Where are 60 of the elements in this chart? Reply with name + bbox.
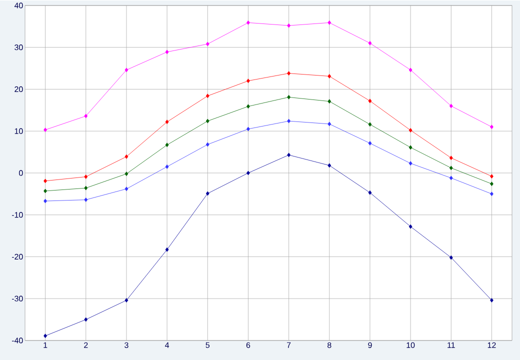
point [246, 126, 250, 131]
point [124, 298, 128, 302]
point [408, 68, 412, 72]
point [165, 119, 169, 124]
point [368, 140, 372, 146]
point [328, 74, 332, 78]
point [408, 224, 412, 229]
point [287, 94, 290, 100]
point [246, 20, 250, 25]
point [206, 42, 210, 46]
point [408, 145, 412, 150]
point [449, 155, 453, 160]
point [490, 124, 494, 129]
point [328, 163, 332, 168]
point [124, 171, 128, 176]
point [44, 188, 47, 193]
point [368, 122, 372, 126]
point [449, 255, 453, 260]
point [368, 190, 372, 195]
point [206, 118, 210, 124]
point [490, 191, 494, 196]
point [449, 176, 453, 180]
point [84, 197, 88, 202]
point [124, 186, 128, 191]
point [287, 152, 290, 157]
point [84, 174, 88, 179]
point [408, 160, 412, 166]
point [246, 104, 250, 108]
point [165, 142, 169, 147]
point [328, 122, 332, 126]
point [246, 170, 250, 175]
point [44, 127, 47, 132]
point [449, 166, 453, 170]
point [449, 104, 453, 108]
point [44, 178, 47, 183]
point [246, 78, 250, 83]
point [287, 118, 290, 124]
point [206, 93, 210, 98]
point [124, 68, 128, 72]
point [44, 198, 47, 204]
point [84, 114, 88, 118]
point [84, 317, 88, 322]
point [328, 20, 332, 25]
point [490, 181, 494, 186]
point [206, 142, 210, 146]
point [124, 154, 128, 159]
point [408, 128, 412, 132]
point [368, 40, 372, 46]
point [206, 191, 210, 196]
point [84, 186, 88, 190]
point [328, 98, 332, 104]
point [368, 98, 372, 103]
point [490, 298, 494, 302]
point [287, 23, 290, 28]
point [165, 50, 169, 54]
point [490, 174, 494, 178]
point [44, 333, 47, 338]
point [165, 164, 169, 169]
point [287, 70, 290, 76]
point [165, 247, 169, 252]
